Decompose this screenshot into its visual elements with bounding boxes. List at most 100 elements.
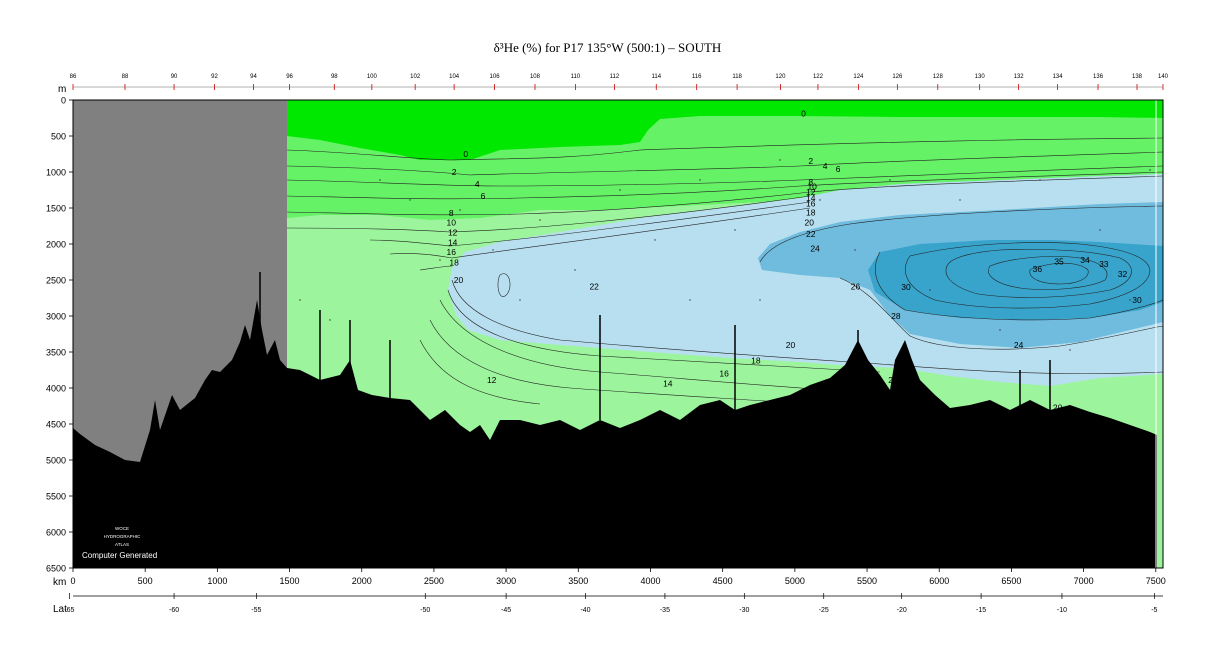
x-tick-label: 4000: [640, 576, 660, 586]
x-tick-label: 5000: [785, 576, 805, 586]
contour-label: 20: [805, 217, 815, 227]
x-unit-label: km: [53, 577, 66, 588]
x-tick-label: 3500: [568, 576, 588, 586]
station-label: 126: [892, 74, 903, 80]
y-tick-label: 4500: [46, 420, 66, 430]
station-label: 104: [449, 74, 460, 80]
y-tick-label: 0: [61, 96, 66, 106]
contour-label: 4: [475, 179, 480, 189]
station-label: 124: [853, 74, 864, 80]
contour-label: 30: [901, 282, 911, 292]
contour-label: 18: [751, 356, 761, 366]
x-tick-label: 6500: [1001, 576, 1021, 586]
station-label: 130: [975, 74, 986, 80]
lat-tick-label: -25: [819, 607, 829, 614]
contour-label: 6: [836, 164, 841, 174]
contour-label: 28: [891, 311, 901, 321]
x-axis: 0 500 1000 1500 2000 2500 3000 3500 4000 4500 5000…: [70, 568, 1166, 597]
station-label: 140: [1158, 74, 1169, 80]
watermark-line-3: ATLAS: [115, 542, 129, 547]
lat-tick-label: -60: [169, 607, 179, 614]
contour-label: 30: [1132, 295, 1142, 305]
watermark-line-2: HYDROGRAPHIC: [104, 534, 142, 539]
x-tick-label: 3000: [496, 576, 516, 586]
station-label: 122: [813, 74, 824, 80]
contour-label: 18: [449, 258, 459, 268]
contour-label: 35: [1054, 256, 1064, 266]
lat-tick-label: -55: [251, 607, 261, 614]
contour-label: 12: [448, 227, 458, 237]
lat-axis: -65 -60 -55 -50 -45 -40 -35 -30 -25 -20 -15 -10 -5: [64, 593, 1158, 614]
station-label: 110: [571, 74, 581, 80]
station-label: 112: [610, 74, 620, 80]
lat-tick-label: -50: [420, 607, 430, 614]
contour-label: 14: [448, 238, 458, 248]
contour-label: 0: [801, 109, 806, 119]
x-tick-label: 4500: [713, 576, 733, 586]
contour-label: 14: [806, 193, 816, 203]
bathymetry: [73, 300, 1157, 568]
contour-label: 12: [806, 187, 816, 197]
equator-edge: [1157, 435, 1163, 568]
contour-label: 6: [481, 191, 486, 201]
station-label: 86: [70, 74, 77, 80]
x-tick-label: 500: [138, 576, 153, 586]
watermark-line-1: WOCE: [115, 526, 129, 531]
station-label: 138: [1132, 74, 1143, 80]
lat-tick-label: -40: [580, 607, 590, 614]
lat-tick-label: -45: [501, 607, 511, 614]
contour-label: 36: [1033, 264, 1043, 274]
contour-label: 18: [806, 207, 816, 217]
contour-label: 20: [786, 340, 796, 350]
x-tick-label: 7000: [1074, 576, 1094, 586]
station-label: 128: [933, 74, 944, 80]
lat-tick-label: -10: [1057, 607, 1067, 614]
station-label: 118: [732, 74, 742, 80]
band-negative: [287, 100, 1163, 160]
contour-label: 33: [1099, 259, 1109, 269]
contour-label: 20: [1053, 402, 1063, 412]
x-tick-label: 5500: [857, 576, 877, 586]
contour-label: 34: [1080, 255, 1090, 265]
bathymetry-spikes: [171, 272, 1051, 535]
y-tick-label: 5500: [46, 492, 66, 502]
lat-tick-label: -5: [1151, 607, 1157, 614]
contour-label: 22: [589, 281, 599, 291]
contour-label: 8: [449, 208, 454, 218]
lat-tick-label: -35: [660, 607, 670, 614]
lat-tick-label: -15: [976, 607, 986, 614]
station-label: 90: [171, 74, 178, 80]
y-tick-label: 2000: [46, 240, 66, 250]
woce-watermark: WOCE HYDROGRAPHIC ATLAS Computer Generat…: [82, 526, 157, 560]
x-tick-label: 7500: [1146, 576, 1166, 586]
sample-points: [299, 159, 1151, 351]
lat-unit-label: Lat: [53, 604, 67, 615]
contour-label: 8: [808, 177, 813, 187]
lat-tick-label: -20: [897, 607, 907, 614]
y-tick-label: 4000: [46, 384, 66, 394]
y-axis: 0 500 1000 1500 2000 2500 3000 3500 4000 4500 5000…: [46, 96, 73, 574]
x-tick-label: 0: [70, 576, 75, 586]
y-tick-label: 3000: [46, 312, 66, 322]
station-label: 94: [250, 74, 257, 80]
station-label: 114: [651, 74, 661, 80]
contour-label: 22: [888, 375, 898, 385]
x-tick-label: 2500: [424, 576, 444, 586]
y-tick-label: 6500: [46, 564, 66, 574]
contour-label: 24: [1014, 340, 1024, 350]
contour-label: 26: [851, 281, 861, 291]
station-label: 100: [367, 74, 378, 80]
y-unit-label: m: [58, 84, 66, 95]
contour-label: 16: [719, 369, 729, 379]
station-label: 136: [1093, 74, 1104, 80]
chart-title: δ³He (%) for P17 135°W (500:1) – SOUTH: [493, 40, 722, 55]
contour-label: 2: [808, 156, 813, 166]
lat-tick-label: -65: [64, 607, 74, 614]
contour-label: 10: [807, 181, 817, 191]
plot-frame: [72, 99, 1164, 569]
station-label: 134: [1053, 74, 1064, 80]
y-tick-label: 3500: [46, 348, 66, 358]
lat-tick-label: -30: [739, 607, 749, 614]
